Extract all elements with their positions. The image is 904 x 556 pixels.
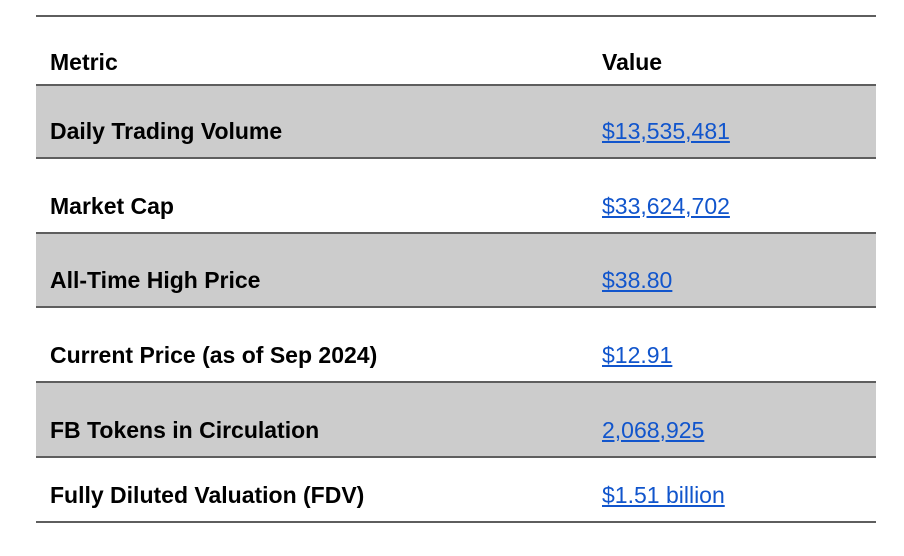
metric-cell: FB Tokens in Circulation bbox=[50, 417, 320, 443]
table-row: Fully Diluted Valuation (FDV) $1.51 bill… bbox=[36, 457, 876, 522]
value-cell: $1.51 billion bbox=[588, 457, 876, 522]
value-link[interactable]: $38.80 bbox=[602, 267, 673, 293]
value-link[interactable]: $33,624,702 bbox=[602, 193, 730, 219]
metrics-table-container: Metric Value Daily Trading Volume $13,53… bbox=[36, 15, 876, 523]
metric-cell: All-Time High Price bbox=[50, 267, 261, 293]
value-link[interactable]: $1.51 billion bbox=[602, 482, 725, 508]
value-cell: $33,624,702 bbox=[588, 158, 876, 233]
metric-cell: Current Price (as of Sep 2024) bbox=[50, 342, 378, 368]
metric-cell: Market Cap bbox=[50, 193, 174, 219]
value-link[interactable]: 2,068,925 bbox=[602, 417, 705, 443]
table-row: All-Time High Price $38.80 bbox=[36, 233, 876, 307]
table-row: Market Cap $33,624,702 bbox=[36, 158, 876, 233]
value-cell: 2,068,925 bbox=[588, 382, 876, 457]
metric-cell: Fully Diluted Valuation (FDV) bbox=[50, 482, 365, 508]
value-cell: $13,535,481 bbox=[588, 85, 876, 158]
column-header-metric: Metric bbox=[50, 49, 118, 75]
table-header-row: Metric Value bbox=[36, 16, 876, 85]
value-link[interactable]: $13,535,481 bbox=[602, 118, 730, 144]
value-cell: $38.80 bbox=[588, 233, 876, 307]
column-header-value: Value bbox=[602, 49, 663, 75]
metrics-table: Metric Value Daily Trading Volume $13,53… bbox=[36, 15, 876, 523]
metric-cell: Daily Trading Volume bbox=[50, 118, 283, 144]
value-cell: $12.91 bbox=[588, 307, 876, 382]
value-link[interactable]: $12.91 bbox=[602, 342, 673, 368]
table-row: Daily Trading Volume $13,535,481 bbox=[36, 85, 876, 158]
table-row: FB Tokens in Circulation 2,068,925 bbox=[36, 382, 876, 457]
table-row: Current Price (as of Sep 2024) $12.91 bbox=[36, 307, 876, 382]
